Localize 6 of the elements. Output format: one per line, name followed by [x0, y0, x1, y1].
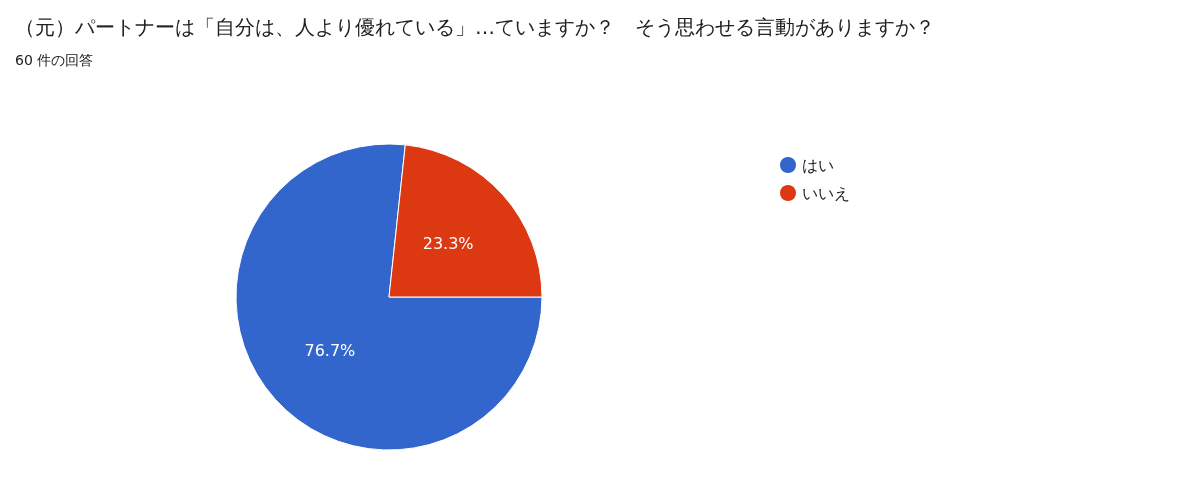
data-label: 76.7% [304, 340, 356, 360]
chart-title: （元）パートナーは「自分は、人より優れている」…ていますか？ そう思わせる言動がありますか？ [15, 15, 935, 39]
data-label: 23.3% [422, 234, 474, 254]
legend-label: いいえ [802, 183, 850, 203]
text: 60 件の回答 [15, 52, 94, 68]
legend-label: はい [802, 155, 834, 175]
